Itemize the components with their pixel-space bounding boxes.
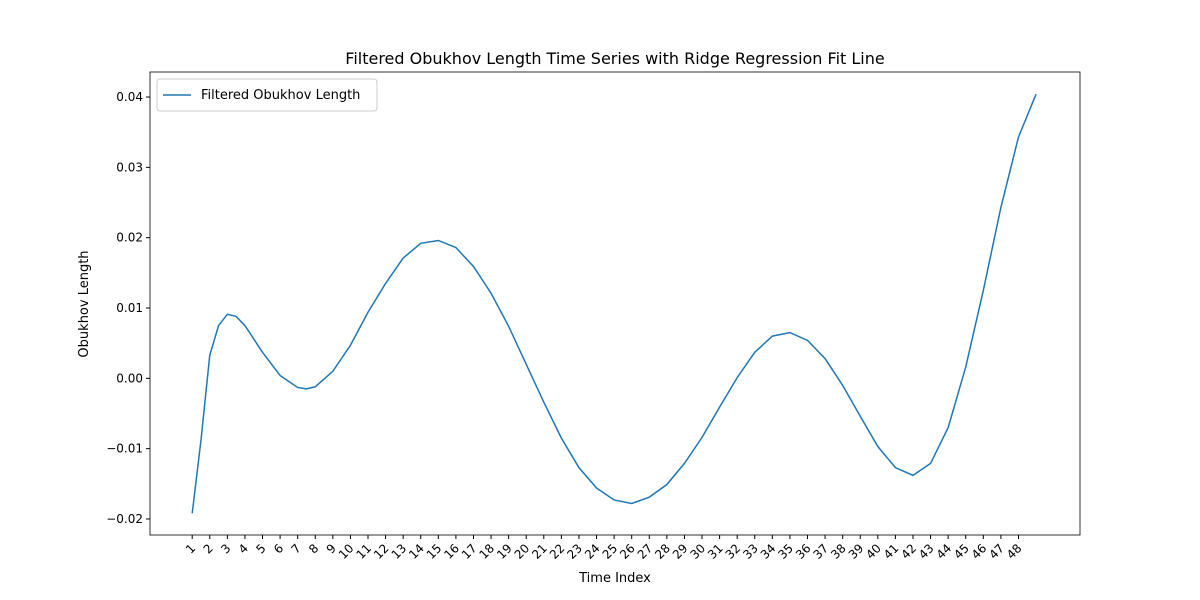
x-tick-label: 5 [253,541,268,556]
y-tick-label: 0.03 [116,160,143,174]
y-tick-label: 0.00 [116,371,143,385]
y-tick-label: −0.02 [106,512,143,526]
legend-box [156,78,378,112]
x-tick-label: 4 [236,541,251,556]
x-axis-label: Time Index [578,571,651,586]
y-tick-label: 0.01 [116,301,143,315]
x-tick-label: 8 [306,541,321,556]
plot-frame [149,71,1081,536]
x-tick-label: 6 [271,541,286,556]
y-tick-label: 0.02 [116,231,143,245]
x-tick-label: 3 [218,541,233,556]
legend: Filtered Obukhov Length [156,78,378,112]
y-tick-label: −0.01 [106,442,143,456]
data-line [191,93,1037,514]
chart-title: Filtered Obukhov Length Time Series with… [345,49,884,68]
x-tick-label: 48 [1004,541,1025,562]
x-tick-label: 7 [288,541,303,556]
legend-label: Filtered Obukhov Length [201,88,360,103]
y-tick-label: 0.04 [116,90,143,104]
y-axis-label: Obukhov Length [77,250,92,357]
x-tick-label: 2 [201,541,216,556]
x-tick-label: 1 [183,541,198,556]
